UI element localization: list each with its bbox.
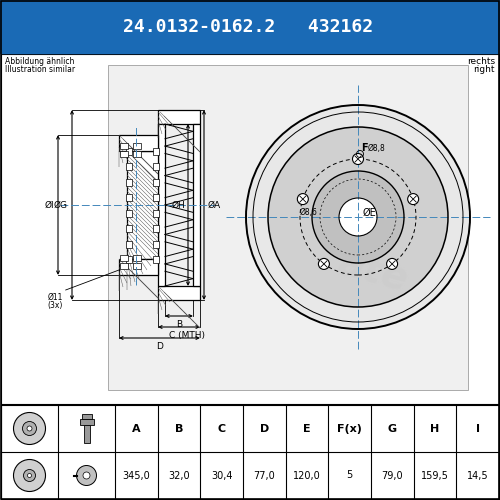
Text: ØA: ØA	[208, 200, 221, 209]
Circle shape	[352, 154, 364, 164]
Circle shape	[298, 194, 308, 204]
Text: ate: ate	[334, 244, 412, 300]
Circle shape	[386, 258, 398, 270]
Bar	[0, 0, 500, 53]
Text: B: B	[175, 424, 183, 434]
Text: D: D	[260, 424, 269, 434]
Bar	[153, 164, 159, 170]
Circle shape	[246, 105, 470, 329]
Text: G: G	[388, 424, 397, 434]
Text: A: A	[132, 424, 140, 434]
Bar	[158, 286, 200, 300]
Bar	[108, 65, 468, 390]
Bar	[158, 110, 200, 124]
Bar	[127, 151, 158, 259]
Text: ØI: ØI	[44, 200, 54, 209]
Text: F(x): F(x)	[337, 424, 362, 434]
Bar	[120, 263, 128, 269]
Text: Abbildung ähnlich: Abbildung ähnlich	[5, 57, 74, 66]
Bar	[153, 194, 159, 202]
Bar	[126, 256, 132, 263]
Circle shape	[83, 472, 90, 479]
Bar	[158, 124, 165, 286]
Text: 77,0: 77,0	[254, 470, 275, 480]
Text: B: B	[176, 320, 182, 329]
Bar	[133, 143, 141, 149]
Bar	[153, 240, 159, 248]
Bar	[126, 225, 132, 232]
Bar	[153, 210, 159, 216]
Text: E: E	[303, 424, 311, 434]
Text: ØH: ØH	[171, 200, 185, 209]
Bar	[82, 414, 92, 418]
Text: ØE: ØE	[363, 208, 377, 218]
Bar	[126, 194, 132, 202]
Text: Illustration similar: Illustration similar	[5, 65, 75, 74]
Circle shape	[14, 460, 46, 492]
Text: D: D	[156, 342, 163, 351]
Text: 120,0: 120,0	[293, 470, 321, 480]
Text: I: I	[476, 424, 480, 434]
Circle shape	[408, 194, 418, 204]
Bar	[153, 256, 159, 263]
Bar	[133, 263, 141, 269]
Circle shape	[268, 127, 448, 307]
Bar	[84, 424, 89, 442]
Circle shape	[24, 470, 36, 482]
Bar	[1, 405, 499, 499]
Text: Ø8,6: Ø8,6	[300, 208, 318, 218]
Bar	[120, 143, 128, 149]
Bar	[193, 124, 200, 286]
Bar	[126, 179, 132, 186]
Bar	[153, 225, 159, 232]
Text: ØG: ØG	[54, 200, 68, 209]
Circle shape	[318, 258, 330, 270]
Text: F: F	[361, 143, 368, 153]
Text: C: C	[218, 424, 226, 434]
Text: H: H	[430, 424, 440, 434]
Text: rechts: rechts	[467, 57, 495, 66]
Text: Ø8,8: Ø8,8	[368, 144, 386, 152]
Text: 24.0132-0162.2   432162: 24.0132-0162.2 432162	[123, 18, 373, 36]
Text: Ø11: Ø11	[48, 293, 62, 302]
Bar	[126, 164, 132, 170]
Text: (3x): (3x)	[48, 301, 62, 310]
Bar	[153, 148, 159, 155]
Text: 32,0: 32,0	[168, 470, 190, 480]
Bar	[126, 210, 132, 216]
Bar	[119, 259, 158, 275]
Text: 30,4: 30,4	[211, 470, 233, 480]
Circle shape	[339, 198, 377, 236]
Text: right: right	[474, 65, 495, 74]
Text: 159,5: 159,5	[421, 470, 449, 480]
Circle shape	[22, 422, 36, 436]
Bar	[119, 135, 158, 151]
Bar	[133, 255, 141, 261]
Circle shape	[28, 474, 32, 478]
Bar	[133, 151, 141, 157]
Bar	[80, 418, 94, 424]
Text: 14,5: 14,5	[467, 470, 488, 480]
Text: 5: 5	[346, 470, 353, 480]
Circle shape	[14, 412, 46, 444]
Text: C (MTH): C (MTH)	[169, 331, 205, 340]
Bar	[126, 240, 132, 248]
Circle shape	[312, 171, 404, 263]
Bar	[126, 148, 132, 155]
Text: 79,0: 79,0	[382, 470, 403, 480]
Bar	[120, 255, 128, 261]
Circle shape	[76, 466, 96, 485]
Bar	[153, 179, 159, 186]
Text: 345,0: 345,0	[122, 470, 150, 480]
Circle shape	[27, 426, 32, 431]
Bar	[120, 151, 128, 157]
Bar	[1, 54, 499, 404]
